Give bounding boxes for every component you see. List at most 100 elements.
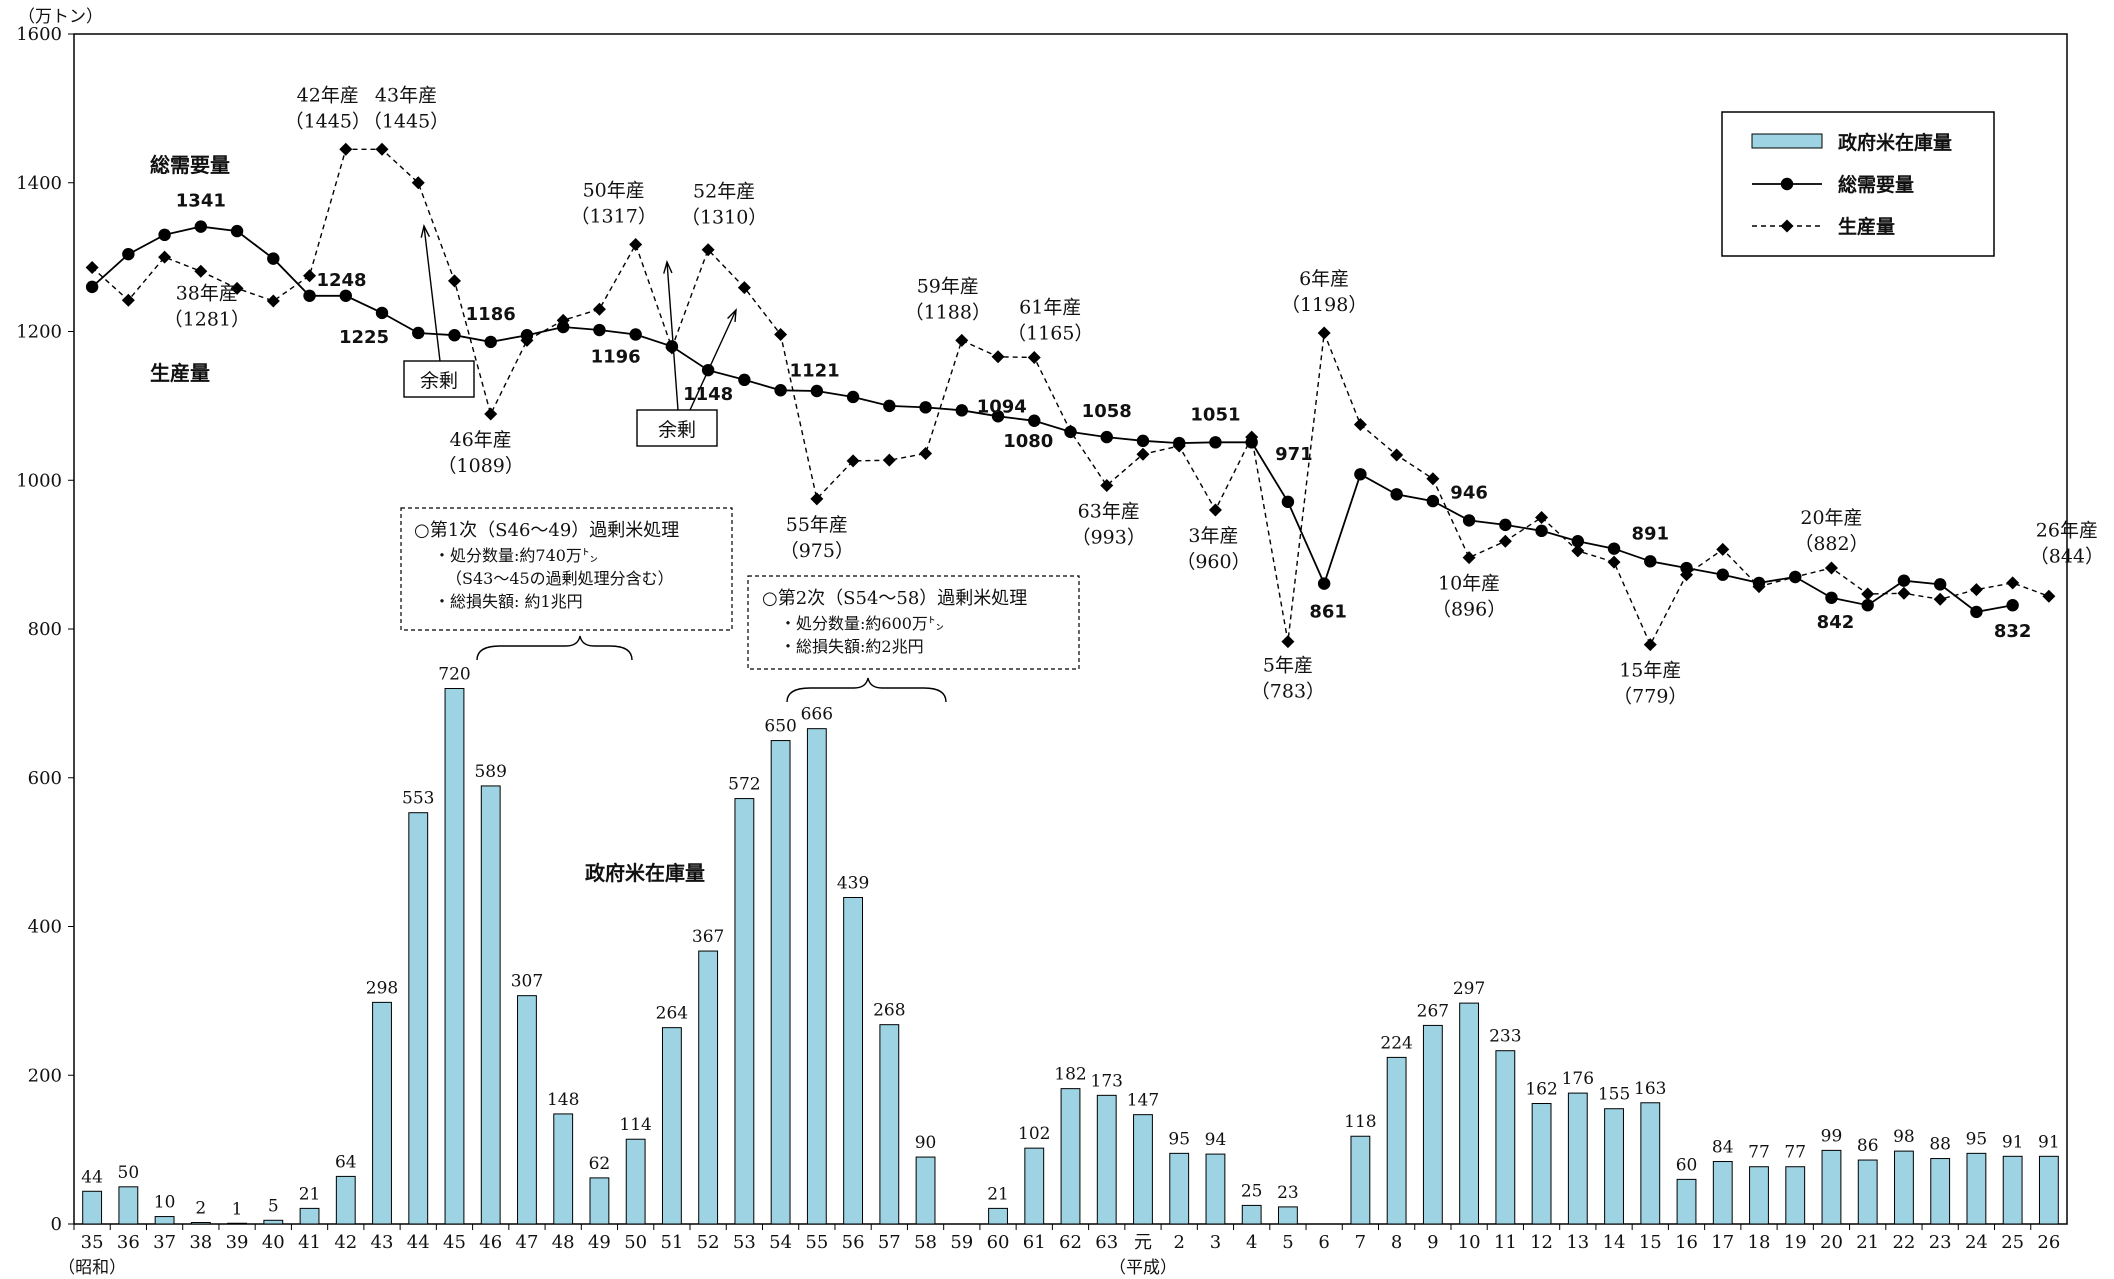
- stock-bar-label: 298: [366, 978, 398, 998]
- production-point: [1462, 551, 1476, 565]
- stock-bar: [625, 1138, 646, 1225]
- stock-bar: [843, 896, 864, 1225]
- production-data-label-year: 52年産: [693, 181, 755, 203]
- production-point: [1426, 472, 1440, 486]
- stock-bar: [915, 1156, 936, 1225]
- production-point: [1281, 635, 1295, 649]
- demand-point: [1789, 570, 1802, 584]
- stock-bar-label: 148: [547, 1090, 579, 1110]
- stock-bar-label: 77: [1784, 1143, 1806, 1163]
- production-point: [1897, 586, 1911, 600]
- stock-bar: [1241, 1204, 1262, 1225]
- production-point: [1027, 351, 1041, 365]
- stock-bar: [1422, 1024, 1443, 1225]
- x-tick-label: 49: [588, 1232, 611, 1253]
- demand-point: [520, 329, 534, 342]
- stock-bar-label: 155: [1598, 1085, 1630, 1105]
- demand-point: [991, 410, 1005, 423]
- production-point: [194, 264, 208, 278]
- surplus-arrow: [666, 261, 679, 411]
- production-data-label-year: 50年産: [583, 179, 645, 201]
- production-point: [1824, 561, 1838, 575]
- demand-data-label: 1051: [1190, 404, 1240, 425]
- stock-bar-label: 720: [438, 665, 470, 685]
- production-point: [1136, 447, 1150, 461]
- demand-point: [1100, 430, 1113, 444]
- x-tick-label: 61: [1023, 1232, 1046, 1253]
- production-data-labels: 38年産（1281）42年産（1445）43年産（1445）46年産（1089）…: [164, 84, 2104, 707]
- production-point: [1643, 638, 1657, 652]
- stock-bar: [1350, 1135, 1371, 1225]
- stock-bar: [1640, 1102, 1661, 1225]
- demand-point: [1571, 535, 1585, 548]
- stock-bar-label: 224: [1380, 1033, 1412, 1053]
- stock-bar: [2038, 1155, 2059, 1225]
- x-tick-label: 51: [660, 1232, 683, 1253]
- stock-bar: [82, 1190, 103, 1225]
- production-point: [991, 350, 1005, 364]
- x-tick-label: 44: [407, 1232, 430, 1253]
- legend-stock-swatch: [1751, 133, 1823, 149]
- y-axis: （万トン） 0 200 400 600 800 1000 1200 1400 1600: [16, 7, 103, 1235]
- demand-point: [1462, 514, 1476, 527]
- demand-data-label: 1121: [790, 360, 840, 381]
- stock-bar-label: 94: [1205, 1130, 1227, 1150]
- demand-point: [1136, 434, 1150, 448]
- disposal-note-1-title: ○第1次（S46～49）過剰米処理: [414, 520, 679, 541]
- demand-point: [883, 399, 896, 413]
- demand-point: [1173, 436, 1186, 450]
- disposal-note-2: ○第2次（S54～58）過剰米処理 ・処分数量:約600万㌧ ・総損失額:約2兆…: [747, 575, 1080, 703]
- demand-point: [1028, 414, 1041, 427]
- production-data-label-value: （993）: [1072, 526, 1146, 548]
- x-tick-label: 25: [2001, 1232, 2024, 1253]
- production-data-label-value: （882）: [1794, 533, 1868, 555]
- stock-bar-label: 86: [1857, 1136, 1879, 1156]
- stock-bar: [1930, 1158, 1951, 1225]
- x-tick-label: 58: [914, 1232, 937, 1253]
- x-tick-label: 63: [1095, 1232, 1118, 1253]
- production-point: [85, 261, 99, 275]
- demand-data-label: 946: [1450, 482, 1488, 503]
- stock-series-label: 政府米在庫量: [585, 861, 705, 885]
- production-data-label-year: 43年産: [375, 84, 437, 106]
- production-point: [303, 269, 317, 283]
- x-tick-label: 18: [1748, 1232, 1771, 1253]
- x-tick-label: 5: [1282, 1232, 1293, 1253]
- stock-bar-label: 90: [915, 1133, 937, 1153]
- demand-point: [774, 384, 787, 397]
- stock-bar: [1821, 1149, 1842, 1225]
- production-data-label-year: 38年産: [176, 282, 238, 304]
- production-data-label-year: 15年産: [1619, 660, 1681, 682]
- demand-point: [1716, 568, 1729, 581]
- demand-point: [1245, 436, 1258, 449]
- demand-point: [1499, 518, 1512, 532]
- disposal-note-1-line: ・総損失額: 約1兆円: [434, 592, 583, 611]
- demand-point: [85, 280, 99, 294]
- demand-data-label: 1341: [176, 191, 226, 212]
- disposal-note-1-brace: [476, 635, 633, 661]
- stock-bar-label: 267: [1417, 1001, 1449, 1021]
- demand-point: [665, 340, 679, 353]
- production-data-label-value: （896）: [1432, 599, 1506, 621]
- surplus-box-2: [636, 409, 718, 447]
- demand-point: [1861, 599, 1874, 612]
- stock-bar-label: 589: [474, 762, 506, 782]
- production-data-label-year: 63年産: [1078, 500, 1140, 522]
- stock-bar-label: 1: [232, 1199, 243, 1219]
- x-tick-label: 2: [1173, 1232, 1184, 1253]
- x-tick-label: 56: [842, 1232, 865, 1253]
- stock-bar: [1205, 1153, 1226, 1225]
- x-tick-label: 46: [479, 1232, 502, 1253]
- stock-bar-label: 2: [195, 1199, 206, 1219]
- stock-bar: [698, 950, 719, 1225]
- x-tick-label: 11: [1494, 1232, 1517, 1253]
- stock-bar: [227, 1222, 247, 1225]
- surplus-label-1: 余剰: [420, 370, 458, 392]
- demand-point: [1209, 436, 1222, 449]
- production-point: [919, 446, 933, 460]
- surplus-box-1: [403, 360, 475, 398]
- x-tick-label: 45: [443, 1232, 466, 1253]
- demand-point: [629, 328, 642, 341]
- disposal-note-2-box: [747, 575, 1080, 670]
